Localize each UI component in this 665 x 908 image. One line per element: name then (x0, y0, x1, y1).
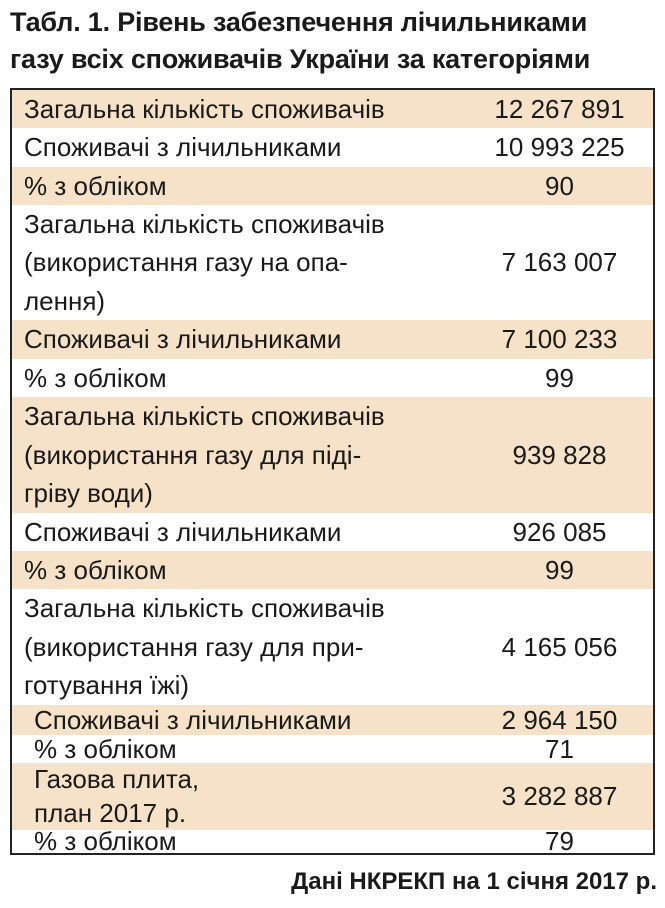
row-value: 926 085 (512, 517, 607, 547)
row-value: 2 964 150 (501, 705, 618, 735)
row-value: 99 (545, 363, 574, 393)
row-label-line: готування їжі) (24, 670, 190, 701)
row-value: 10 993 225 (494, 132, 625, 162)
row-label-line: Газова плита, (34, 764, 200, 794)
table-row: % з обліком 79 (12, 826, 653, 856)
table-row: Загальна кількість споживачів (використан… (12, 397, 653, 513)
row-label-line: Загальна кількість споживачів (24, 401, 385, 431)
table-title: Табл. 1. Рівень забезпечення лічильникам… (10, 4, 660, 78)
row-label: % з обліком (34, 735, 474, 763)
table-row: Газова плита, план 2017 р. 3 282 887 (12, 763, 653, 830)
row-value: 90 (545, 171, 574, 201)
table-title-line-2: газу всіх споживачів України за категорі… (10, 44, 591, 74)
row-label-line: % з обліком (34, 826, 177, 856)
table-row: % з обліком 99 (12, 359, 653, 397)
row-label-line: Споживачі з лічильниками (24, 324, 342, 354)
row-label-line: % з обліком (24, 363, 167, 393)
row-value: 12 267 891 (494, 94, 625, 124)
metering-table: Загальна кількість споживачів 12 267 891 С… (10, 88, 655, 855)
table-row: % з обліком 71 (12, 735, 653, 763)
row-label-line: (використання газу на опа- (24, 247, 348, 278)
row-label: Споживачі з лічильниками (24, 128, 464, 167)
row-label-line: Споживачі з лічильниками (34, 705, 352, 735)
row-value: 99 (545, 555, 574, 585)
row-value: 71 (545, 734, 574, 764)
table-row: Споживачі з лічильниками 2 964 150 (12, 705, 653, 735)
row-label: % з обліком (34, 826, 474, 856)
row-label-line: Загальна кількість споживачів (24, 593, 385, 623)
row-value: 79 (545, 826, 574, 856)
row-value: 4 165 056 (501, 632, 618, 662)
row-value: 3 282 887 (501, 781, 618, 811)
row-value: 7 100 233 (501, 324, 618, 354)
row-label: Газова плита, план 2017 р. (34, 763, 474, 830)
row-label-line: % з обліком (24, 171, 167, 201)
row-label-line: Загальна кількість споживачів (24, 209, 385, 239)
source-note: Дані НКРЕКП на 1 січня 2017 р. (291, 868, 657, 895)
row-label-line: Споживачі з лічильниками (24, 132, 342, 162)
row-label: Споживачі з лічильниками (24, 320, 464, 359)
row-label-line: % з обліком (34, 734, 177, 764)
table-row: % з обліком 99 (12, 551, 653, 589)
row-label: Загальна кількість споживачів (використан… (24, 205, 464, 320)
row-label: Споживачі з лічильниками (34, 705, 474, 735)
table-row: Споживачі з лічильниками 10 993 225 (12, 128, 653, 167)
row-label-line: лення) (24, 285, 106, 316)
row-label: Загальна кількість споживачів (24, 90, 464, 128)
row-label: % з обліком (24, 167, 464, 205)
table-title-line-1: Табл. 1. Рівень забезпечення лічильникам… (10, 7, 588, 37)
table-row: Загальна кількість споживачів 12 267 891 (12, 90, 653, 128)
row-label: % з обліком (24, 551, 464, 589)
row-label-line: % з обліком (24, 555, 167, 585)
row-label: Загальна кількість споживачів (використан… (24, 589, 464, 705)
table-row: % з обліком 90 (12, 167, 653, 205)
table-row: Загальна кількість споживачів (використан… (12, 589, 653, 705)
table-row: Споживачі з лічильниками 926 085 (12, 513, 653, 551)
table-row: Споживачі з лічильниками 7 100 233 (12, 320, 653, 359)
row-value: 939 828 (512, 440, 607, 470)
row-label-line: Споживачі з лічильниками (24, 517, 342, 547)
row-value: 7 163 007 (501, 247, 618, 277)
row-label-line: гріву води) (24, 478, 153, 509)
row-label: % з обліком (24, 359, 464, 397)
row-label: Споживачі з лічильниками (24, 513, 464, 551)
row-label-line: план 2017 р. (34, 797, 187, 828)
table-row: Загальна кількість споживачів (використан… (12, 205, 653, 320)
row-label-line: Загальна кількість споживачів (24, 94, 385, 124)
row-label-line: (використання газу для піді- (24, 439, 362, 470)
row-label-line: (використання газу для при- (24, 631, 364, 662)
row-label: Загальна кількість споживачів (використан… (24, 397, 464, 513)
